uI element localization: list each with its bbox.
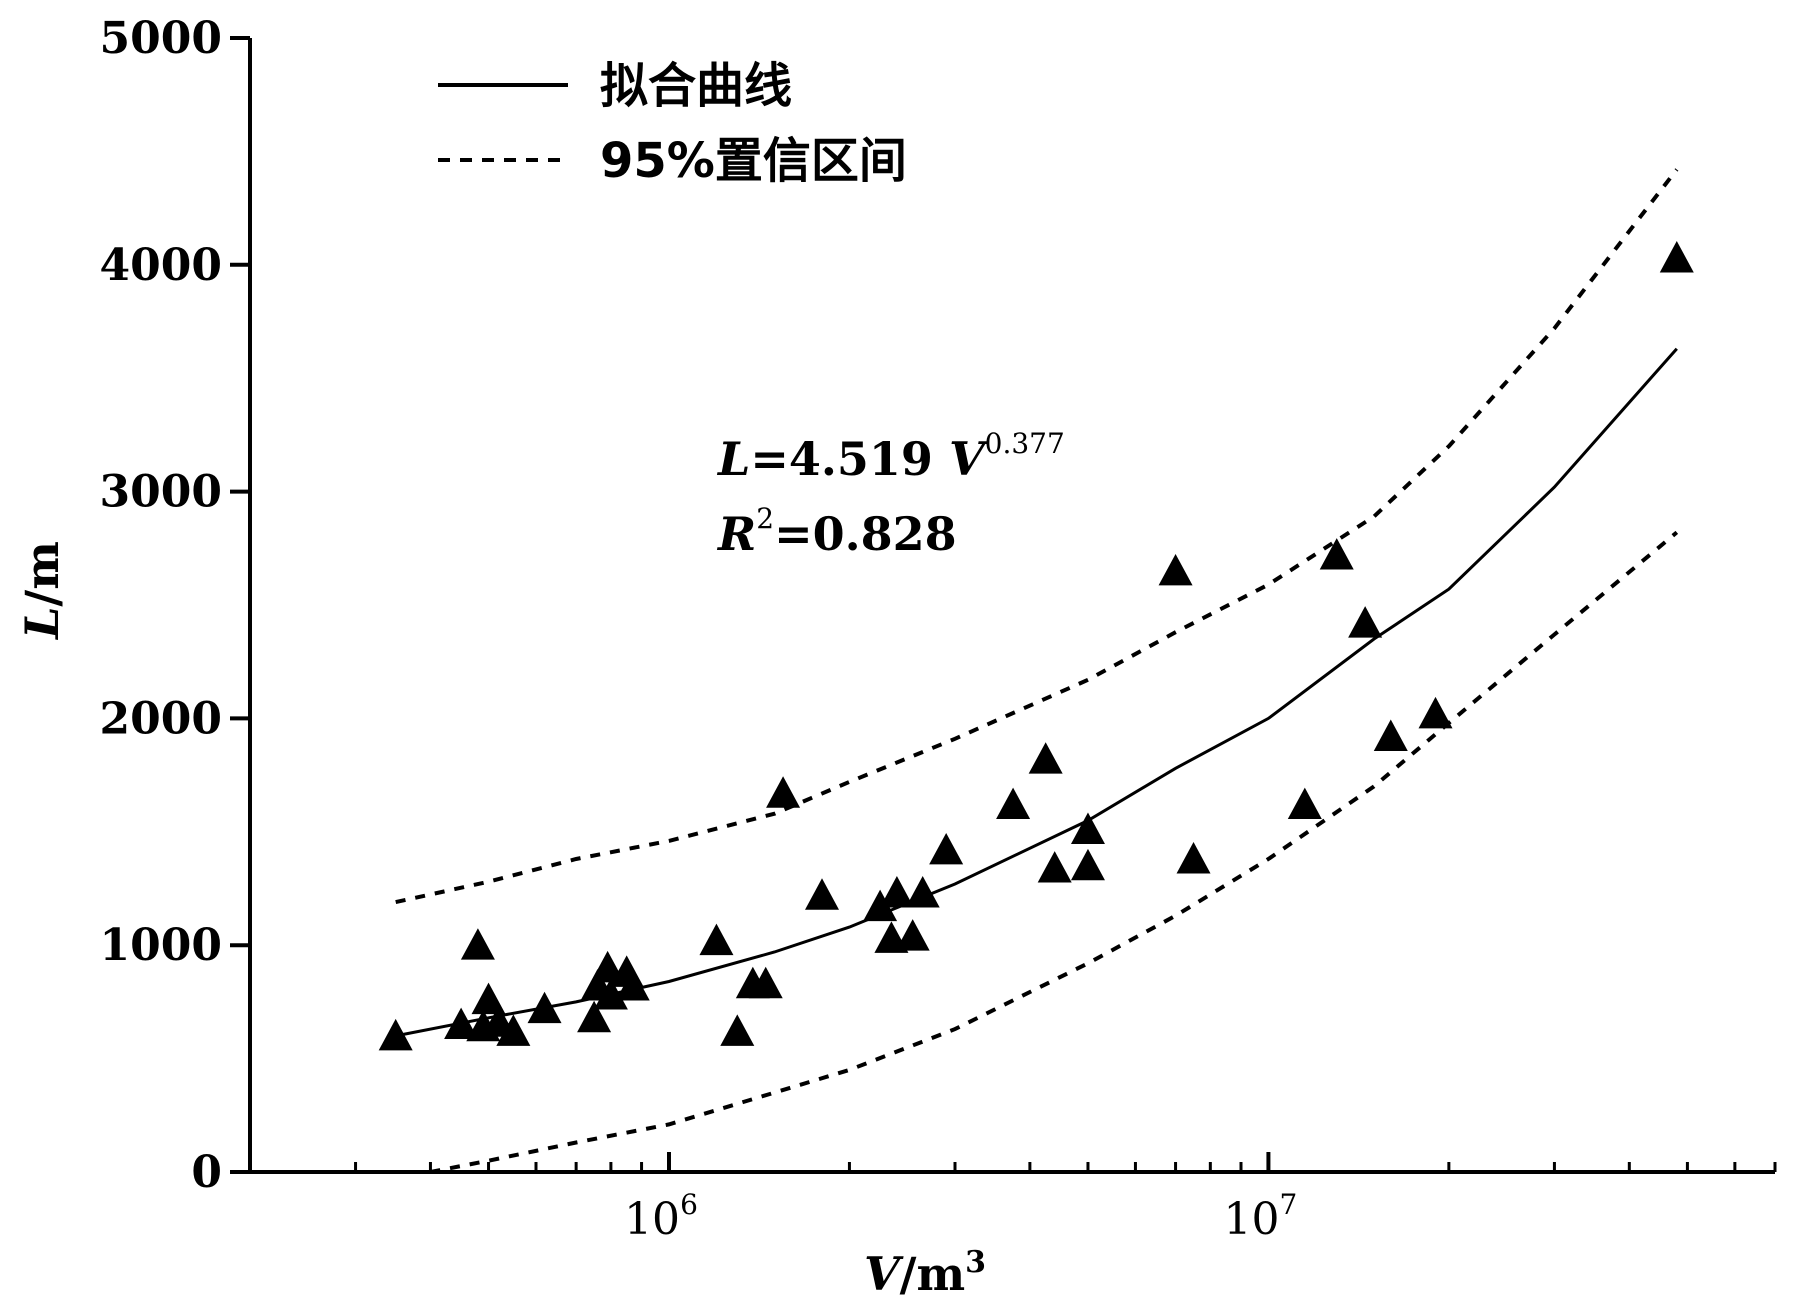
data-point-0 [378, 1018, 413, 1051]
legend-label-fit: 拟合曲线 [600, 58, 792, 114]
data-point-20 [863, 889, 898, 922]
y-tick-label-2000: 2000 [100, 693, 222, 744]
data-point-26 [996, 787, 1031, 820]
data-point-30 [1070, 812, 1105, 844]
data-point-32 [1176, 842, 1211, 874]
data-point-35 [1348, 606, 1383, 638]
data-point-38 [1659, 240, 1694, 273]
data-point-17 [748, 966, 783, 999]
data-point-4 [471, 982, 506, 1015]
data-point-31 [1158, 553, 1193, 586]
x-axis-unit-power: 3 [965, 1245, 986, 1280]
equation-exponent: 0.377 [985, 427, 1065, 460]
y-axis-unit: m [15, 541, 69, 590]
ci-upper-line [395, 168, 1679, 905]
data-point-28 [1037, 851, 1072, 883]
y-tick-label-4000: 4000 [100, 240, 222, 291]
data-point-14 [699, 923, 734, 956]
legend-label-ci: 95%置信区间 [600, 133, 907, 189]
data-point-11 [593, 978, 628, 1010]
equation-lhs: L [716, 432, 750, 486]
data-point-36 [1373, 719, 1408, 751]
r2-exponent: 2 [756, 502, 774, 535]
data-point-19 [805, 878, 840, 910]
y-tick-label-0: 0 [191, 1147, 222, 1198]
data-point-13 [615, 969, 650, 1001]
y-axis-var: L [15, 607, 69, 641]
ci-lower-line [430, 530, 1679, 1174]
r2-text: R2=0.828 [716, 502, 957, 561]
x-tick-label-7: 107 [1224, 1188, 1298, 1245]
data-point-6 [496, 1014, 531, 1046]
equation-coef: =4.519 [750, 432, 949, 486]
data-point-33 [1287, 787, 1322, 820]
data-point-24 [905, 876, 940, 908]
data-point-8 [577, 1000, 612, 1033]
x-axis-var: V [864, 1247, 904, 1301]
data-point-15 [720, 1014, 755, 1046]
data-point-1 [444, 1007, 479, 1040]
x-tick-label-6: 106 [624, 1188, 698, 1245]
equation-var: V [949, 432, 989, 486]
data-point-25 [929, 832, 964, 865]
legend: 拟合曲线 95%置信区间 [438, 58, 907, 189]
data-point-23 [895, 919, 930, 951]
r2-value: =0.828 [774, 507, 957, 561]
y-tick-label-1000: 1000 [100, 920, 222, 971]
data-point-29 [1070, 848, 1105, 881]
x-axis-title: V/m3 [864, 1245, 986, 1301]
y-axis-title: L/m [15, 541, 69, 641]
x-axis-unit: m [916, 1247, 965, 1301]
y-tick-label-3000: 3000 [100, 467, 222, 518]
y-ticks: 0 1000 2000 3000 4000 5000 [100, 13, 250, 1198]
data-point-37 [1418, 696, 1453, 729]
equation-text: L=4.519 V0.377 [716, 427, 1065, 486]
x-ticks: 106 107 [248, 1152, 1777, 1245]
data-point-22 [879, 876, 914, 908]
data-point-18 [766, 776, 801, 808]
data-point-7 [527, 991, 562, 1024]
data-points [378, 240, 1694, 1051]
data-point-27 [1028, 742, 1063, 774]
data-point-2 [460, 928, 495, 960]
data-point-34 [1319, 538, 1354, 570]
y-tick-label-5000: 5000 [100, 13, 222, 64]
r2-lhs: R [716, 507, 756, 561]
data-point-10 [590, 950, 625, 983]
